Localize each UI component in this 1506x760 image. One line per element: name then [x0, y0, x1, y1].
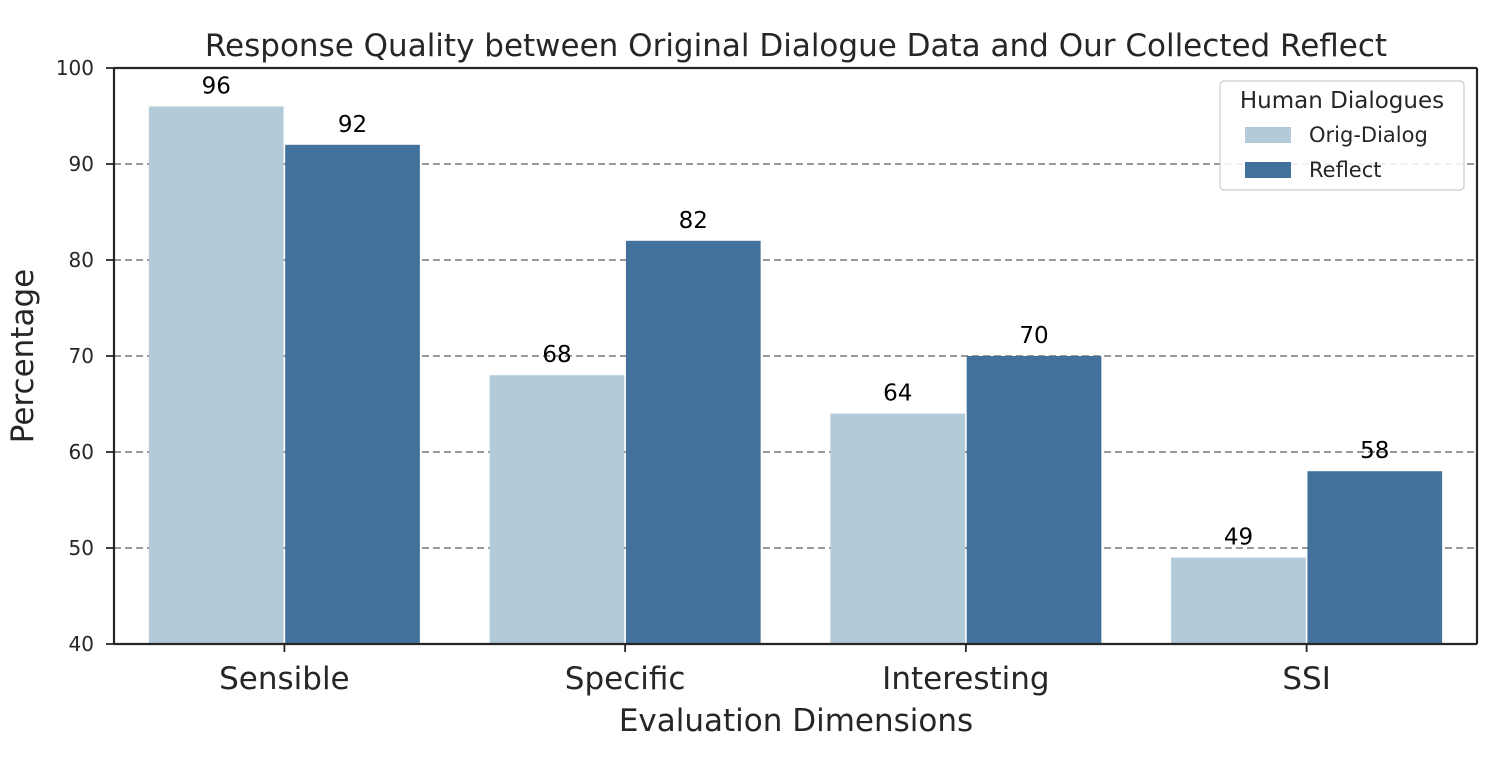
ytick-label-100: 100: [56, 56, 94, 80]
bar-value-label-reflect-ssi: 58: [1360, 438, 1389, 464]
bar-orig-dialog-interesting: [830, 413, 966, 644]
legend-swatch-reflect: [1245, 162, 1291, 178]
bar-value-label-orig-dialog-interesting: 64: [883, 381, 912, 407]
xtick-label-sensible: Sensible: [219, 661, 350, 697]
ytick-label-60: 60: [69, 440, 94, 464]
bar-orig-dialog-ssi: [1171, 557, 1306, 644]
x-axis-label: Evaluation Dimensions: [619, 703, 973, 739]
ytick-label-70: 70: [69, 344, 94, 368]
ytick-label-90: 90: [69, 152, 94, 176]
bar-reflect-sensible: [285, 144, 420, 645]
bar-reflect-interesting: [966, 356, 1102, 644]
bar-value-label-reflect-interesting: 70: [1019, 323, 1048, 349]
chart-title: Response Quality between Original Dialog…: [205, 28, 1387, 64]
legend-swatch-orig-dialog: [1245, 127, 1291, 143]
bar-reflect-specific: [625, 240, 761, 645]
bar-value-label-orig-dialog-sensible: 96: [202, 73, 231, 99]
bar-value-labels: 96 92 68 82 64 70 49 58: [202, 73, 1390, 550]
bar-orig-dialog-specific: [489, 375, 625, 644]
ytick-label-40: 40: [69, 632, 94, 656]
xtick-label-ssi: SSI: [1282, 661, 1331, 697]
bar-orig-dialog-sensible: [148, 106, 284, 644]
y-axis-ticks: 40 50 60 70 80 90 100: [56, 56, 114, 656]
x-axis-ticks: Sensible Specific Interesting SSI: [219, 644, 1331, 697]
bar-value-label-reflect-sensible: 92: [338, 112, 367, 138]
ytick-label-80: 80: [69, 248, 94, 272]
legend: Human Dialogues Orig-Dialog Reflect: [1219, 80, 1465, 191]
bar-value-label-orig-dialog-specific: 68: [542, 342, 571, 368]
bar-value-label-reflect-specific: 82: [679, 208, 708, 234]
legend-label-orig-dialog: Orig-Dialog: [1309, 123, 1428, 147]
bars: [148, 106, 1443, 645]
bar-value-label-orig-dialog-ssi: 49: [1224, 525, 1253, 551]
ytick-label-50: 50: [69, 536, 94, 560]
legend-title: Human Dialogues: [1240, 88, 1444, 114]
xtick-label-interesting: Interesting: [882, 661, 1049, 697]
y-axis-label: Percentage: [5, 269, 41, 443]
xtick-label-specific: Specific: [565, 661, 686, 697]
legend-label-reflect: Reflect: [1309, 158, 1382, 182]
bar-reflect-ssi: [1307, 471, 1443, 644]
